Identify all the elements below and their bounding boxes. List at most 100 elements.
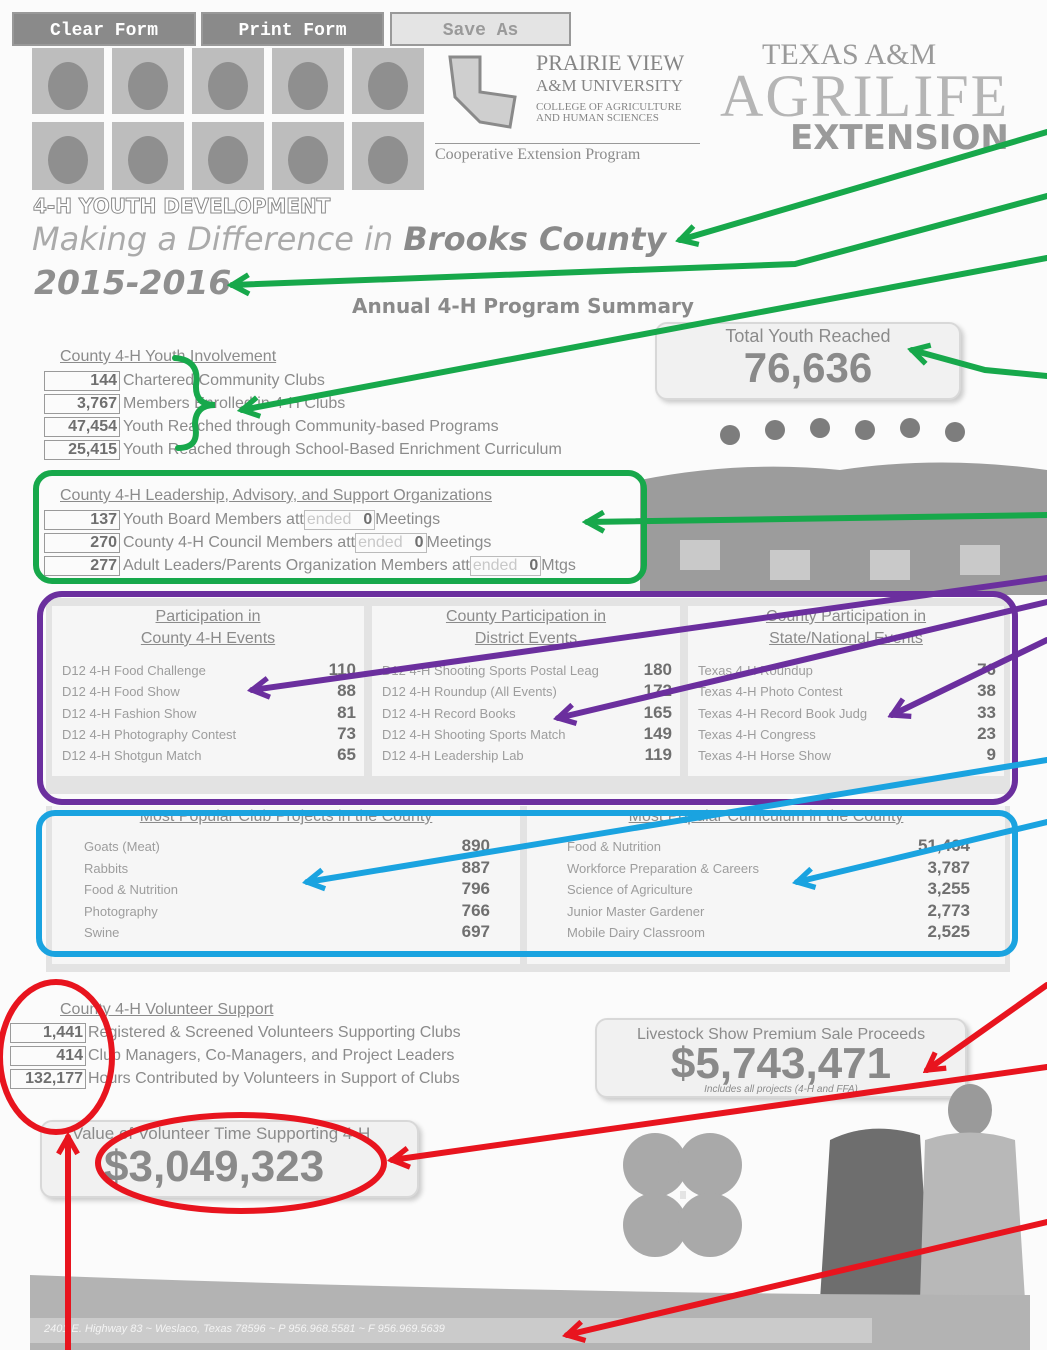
event-count: 119 xyxy=(645,745,672,765)
event-name: D12 4-H Shooting Sports Match xyxy=(382,727,566,742)
pvamu-line: AND HUMAN SCIENCES xyxy=(536,113,684,124)
event-count: 73 xyxy=(337,724,356,744)
subtitle: Annual 4-H Program Summary xyxy=(352,294,694,318)
item-count: 766 xyxy=(462,901,490,921)
row-value: 144 xyxy=(44,371,120,391)
save-as-button[interactable]: Save As xyxy=(390,12,571,46)
group-photo xyxy=(640,400,1047,595)
row-value: 25,415 xyxy=(44,440,120,460)
pvamu-program: Cooperative Extension Program xyxy=(435,143,700,164)
item-count: 2,525 xyxy=(927,922,970,942)
page: Clear Form Print Form Save As PRAIRIE VI… xyxy=(0,0,1047,1350)
item-name: Food & Nutrition xyxy=(567,839,661,854)
row-value: 270 xyxy=(44,533,120,553)
item-count: 697 xyxy=(462,922,490,942)
heading-text: County 4-H Youth Involvement xyxy=(60,348,276,365)
column-heading: County Participation in xyxy=(372,606,680,628)
event-name: D12 4-H Food Show xyxy=(62,684,180,699)
event-count: 38 xyxy=(977,681,996,701)
field-text: ended xyxy=(473,557,518,574)
event-count: 88 xyxy=(337,681,356,701)
event-name: Texas 4-H Roundup xyxy=(698,663,813,678)
total-youth-value: 76,636 xyxy=(657,347,959,389)
row-label: Chartered Community Clubs xyxy=(123,372,325,389)
event-name: D12 4-H Shotgun Match xyxy=(62,748,201,763)
row-label: Members Enrolled in 4-H Clubs xyxy=(123,395,345,412)
event-name: Texas 4-H Record Book Judg xyxy=(698,706,867,721)
print-form-button[interactable]: Print Form xyxy=(201,12,384,46)
volunteers-heading: County 4-H Volunteer Support xyxy=(60,1001,273,1019)
program-name: 4-H YOUTH DEVELOPMENT xyxy=(33,194,330,218)
row-label: Hours Contributed by Volunteers in Suppo… xyxy=(88,1070,460,1087)
event-name: D12 4-H Photography Contest xyxy=(62,727,236,742)
field-text: ended xyxy=(358,534,403,551)
events-column: County Participation inDistrict EventsD1… xyxy=(372,606,680,776)
total-youth-box: Total Youth Reached 76,636 xyxy=(655,322,961,400)
event-name: Texas 4-H Photo Contest xyxy=(698,684,843,699)
column-heading: County 4-H Events xyxy=(52,628,364,650)
volunteer-value: $3,049,323 xyxy=(104,1144,417,1190)
footer-address: 2401 E. Highway 83 ~ Weslaco, Texas 7859… xyxy=(44,1323,445,1335)
row-label: Club Managers, Co-Managers, and Project … xyxy=(88,1047,454,1064)
column-heading: County Participation in xyxy=(688,606,1004,628)
popular-panel: Most Popular Club Projects in the County… xyxy=(46,806,1010,972)
row-suffix: Meetings xyxy=(427,534,492,551)
row-label: Youth Reached through School-Based Enric… xyxy=(123,441,562,458)
item-name: Swine xyxy=(84,925,119,940)
leadership-row: 137Youth Board Members attended0Meetings xyxy=(44,510,576,533)
event-name: D12 4-H Fashion Show xyxy=(62,706,196,721)
volunteer-value-label: Value of Volunteer Time Supporting 4-H xyxy=(72,1124,417,1144)
involvement-row: 25,415Youth Reached through School-Based… xyxy=(44,440,562,463)
row-label: Youth Reached through Community-based Pr… xyxy=(123,418,499,435)
event-count: 76 xyxy=(977,660,996,680)
item-count: 2,773 xyxy=(927,901,970,921)
event-count: 165 xyxy=(644,703,672,723)
item-name: Science of Agriculture xyxy=(567,882,693,897)
heading-text: County 4-H Leadership, Advisory, and Sup… xyxy=(60,487,492,504)
page-title: Making a Difference in Brooks County xyxy=(32,220,666,258)
meeting-field: ended0 xyxy=(470,556,541,576)
event-count: 9 xyxy=(987,745,996,765)
column-heading: Most Popular Club Projects in the County xyxy=(52,806,520,828)
event-count: 65 xyxy=(337,745,356,765)
item-name: Junior Master Gardener xyxy=(567,904,704,919)
clear-form-button[interactable]: Clear Form xyxy=(12,12,196,46)
row-value: 414 xyxy=(10,1046,86,1066)
events-column: Participation inCounty 4-H Events D12 4-H… xyxy=(52,606,364,776)
event-name: Texas 4-H Congress xyxy=(698,727,816,742)
item-name: Food & Nutrition xyxy=(84,882,178,897)
meeting-count: 0 xyxy=(363,511,372,528)
youth-photos xyxy=(32,48,427,190)
event-name: D12 4-H Leadership Lab xyxy=(382,748,524,763)
livestock-value: $5,743,471 xyxy=(597,1044,965,1084)
row-label: County 4-H Council Members att xyxy=(123,534,355,551)
item-count: 51,464 xyxy=(918,836,970,856)
row-suffix: Meetings xyxy=(375,511,440,528)
involvement-heading: County 4-H Youth Involvement xyxy=(60,348,276,366)
row-label: Adult Leaders/Parents Organization Membe… xyxy=(123,557,470,574)
row-value: 47,454 xyxy=(44,417,120,437)
item-name: Workforce Preparation & Careers xyxy=(567,861,759,876)
leadership-list: 137Youth Board Members attended0Meetings… xyxy=(44,510,576,579)
item-count: 3,787 xyxy=(927,858,970,878)
pvamu-logo: PRAIRIE VIEW A&M UNIVERSITY COLLEGE OF A… xyxy=(536,52,684,124)
item-count: 890 xyxy=(462,836,490,856)
county-name: Brooks County xyxy=(403,220,666,258)
volunteer-value-box: Value of Volunteer Time Supporting 4-H $… xyxy=(40,1120,419,1198)
column-heading: Participation in xyxy=(52,606,364,628)
event-count: 149 xyxy=(644,724,672,744)
item-name: Photography xyxy=(84,904,158,919)
volunteers-list: 1,441Registered & Screened Volunteers Su… xyxy=(10,1023,461,1092)
event-name: D12 4-H Roundup (All Events) xyxy=(382,684,557,699)
volunteer-row: 1,441Registered & Screened Volunteers Su… xyxy=(10,1023,461,1046)
event-count: 33 xyxy=(977,703,996,723)
